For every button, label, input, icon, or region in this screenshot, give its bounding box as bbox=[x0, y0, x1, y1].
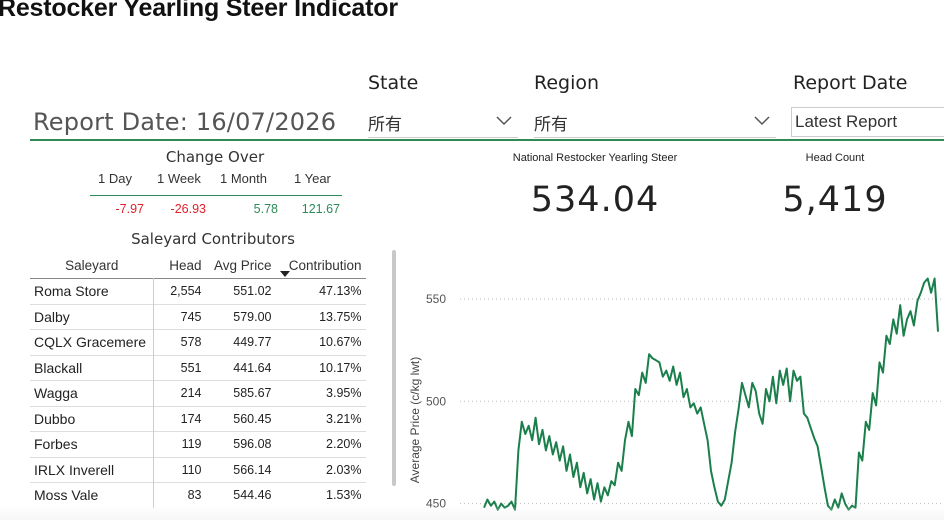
avg-price: 449.77 bbox=[233, 335, 272, 350]
change-1-day: -7.97 bbox=[115, 202, 145, 216]
saleyard-name: Dubbo bbox=[34, 410, 76, 427]
report-date-filter-label: Report Date bbox=[793, 72, 908, 94]
saleyard-table: Saleyard Head Avg Price Contribution Rom… bbox=[30, 252, 366, 508]
avg-price: 585.67 bbox=[233, 386, 272, 401]
indicator-card-label: National Restocker Yearling Steer bbox=[512, 152, 678, 164]
table-row[interactable]: Wagga 214 585.67 3.95% bbox=[30, 380, 366, 406]
head-count: 119 bbox=[153, 431, 206, 457]
saleyard-name: Wagga bbox=[34, 385, 78, 402]
contribution: 13.75% bbox=[319, 309, 362, 324]
avg-price: 544.46 bbox=[233, 488, 272, 503]
change-1-month: 5.78 bbox=[253, 202, 278, 216]
contribution: 47.13% bbox=[319, 284, 362, 299]
region-filter-label: Region bbox=[534, 72, 600, 94]
table-row[interactable]: Roma Store 2,554 551.02 47.13% bbox=[30, 278, 366, 304]
period-1-day: 1 Day bbox=[98, 171, 132, 186]
avg-price: 441.64 bbox=[233, 360, 272, 375]
header-divider bbox=[30, 139, 944, 141]
saleyard-name: Dalby bbox=[34, 308, 70, 325]
table-row[interactable]: Moss Vale 83 544.46 1.53% bbox=[30, 482, 366, 508]
table-row[interactable]: IRLX Inverell 110 566.14 2.03% bbox=[30, 457, 366, 483]
change-1-week: -26.93 bbox=[170, 202, 206, 216]
head-count: 83 bbox=[153, 482, 206, 508]
head-count-card-label: Head Count bbox=[805, 152, 865, 164]
contribution-header-label: Contribution bbox=[288, 257, 362, 273]
table-row[interactable]: CQLX Gracemere 578 449.77 10.67% bbox=[30, 329, 366, 355]
saleyard-name: Moss Vale bbox=[34, 487, 99, 504]
change-over-divider bbox=[90, 195, 342, 196]
avg-price: 579.00 bbox=[233, 309, 272, 324]
state-filter: State 所有 bbox=[368, 72, 518, 138]
avg-price: 560.45 bbox=[233, 411, 272, 426]
saleyard-name: CQLX Gracemere bbox=[34, 334, 147, 351]
series-line bbox=[483, 277, 939, 511]
saleyard-contributors-title: Saleyard Contributors bbox=[131, 230, 295, 248]
report-date-dropdown-value: Latest Report bbox=[795, 112, 898, 131]
state-dropdown-value: 所有 bbox=[368, 114, 402, 134]
contribution: 1.53% bbox=[326, 488, 362, 503]
head-count: 578 bbox=[153, 329, 206, 355]
region-dropdown-value: 所有 bbox=[534, 114, 568, 134]
head-count: 214 bbox=[153, 380, 206, 406]
state-filter-label: State bbox=[368, 72, 419, 94]
head-count: 2,554 bbox=[153, 278, 206, 304]
avg-price: 566.14 bbox=[233, 462, 272, 477]
region-filter: Region 所有 bbox=[534, 72, 776, 138]
report-date-dropdown[interactable]: Latest Report bbox=[791, 107, 944, 137]
change-over-title: Change Over bbox=[165, 148, 265, 166]
chevron-down-icon bbox=[754, 116, 770, 126]
contribution: 2.03% bbox=[326, 462, 362, 477]
sort-descending-icon bbox=[279, 271, 290, 277]
page-title: Restocker Yearling Steer Indicator bbox=[0, 0, 398, 22]
period-1-week: 1 Week bbox=[157, 171, 201, 186]
table-scrollbar[interactable] bbox=[392, 250, 396, 486]
column-header-saleyard[interactable]: Saleyard bbox=[65, 257, 119, 273]
y-tick-label: 550 bbox=[426, 292, 446, 306]
column-header-avg-price[interactable]: Avg Price bbox=[213, 257, 272, 273]
bottom-edge-fade bbox=[0, 506, 944, 520]
column-header-head[interactable]: Head bbox=[169, 257, 202, 273]
change-1-year: 121.67 bbox=[301, 202, 340, 216]
table-header-row: Saleyard Head Avg Price Contribution bbox=[30, 252, 366, 279]
saleyard-name: Roma Store bbox=[34, 283, 109, 300]
period-1-month: 1 Month bbox=[220, 171, 267, 186]
table-row[interactable]: Forbes 119 596.08 2.20% bbox=[30, 431, 366, 457]
column-header-contribution[interactable]: Contribution bbox=[276, 252, 366, 279]
saleyard-name: Blackall bbox=[34, 359, 83, 376]
contribution: 10.17% bbox=[319, 360, 362, 375]
saleyard-name: IRLX Inverell bbox=[34, 461, 115, 478]
head-count: 110 bbox=[153, 457, 206, 483]
table-row[interactable]: Blackall 551 441.64 10.17% bbox=[30, 355, 366, 381]
chevron-down-icon bbox=[496, 116, 512, 126]
contribution: 3.95% bbox=[326, 386, 362, 401]
y-tick-label: 500 bbox=[426, 394, 446, 408]
contribution: 2.20% bbox=[326, 437, 362, 452]
region-dropdown[interactable]: 所有 bbox=[534, 107, 776, 138]
head-count: 551 bbox=[153, 355, 206, 381]
report-date-filter: Report Date Latest Report bbox=[791, 72, 944, 137]
saleyard-name: Forbes bbox=[34, 436, 78, 453]
head-count-value: 5,419 bbox=[782, 180, 888, 220]
table-row[interactable]: Dubbo 174 560.45 3.21% bbox=[30, 406, 366, 432]
avg-price: 551.02 bbox=[233, 284, 272, 299]
avg-price: 596.08 bbox=[233, 437, 272, 452]
head-count: 174 bbox=[153, 406, 206, 432]
y-axis-label: Average Price (c/kg lwt) bbox=[408, 357, 422, 484]
head-count: 745 bbox=[153, 304, 206, 330]
report-date-label: Report Date: 16/07/2026 bbox=[33, 108, 337, 136]
contribution: 3.21% bbox=[326, 411, 362, 426]
state-dropdown[interactable]: 所有 bbox=[368, 107, 518, 138]
period-1-year: 1 Year bbox=[294, 171, 331, 186]
contribution: 10.67% bbox=[319, 335, 362, 350]
table-row[interactable]: Dalby 745 579.00 13.75% bbox=[30, 304, 366, 330]
indicator-value: 534.04 bbox=[530, 180, 660, 220]
